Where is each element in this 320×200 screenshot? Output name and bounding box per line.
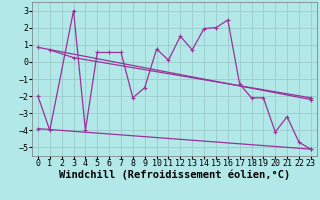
X-axis label: Windchill (Refroidissement éolien,°C): Windchill (Refroidissement éolien,°C) bbox=[59, 170, 290, 180]
